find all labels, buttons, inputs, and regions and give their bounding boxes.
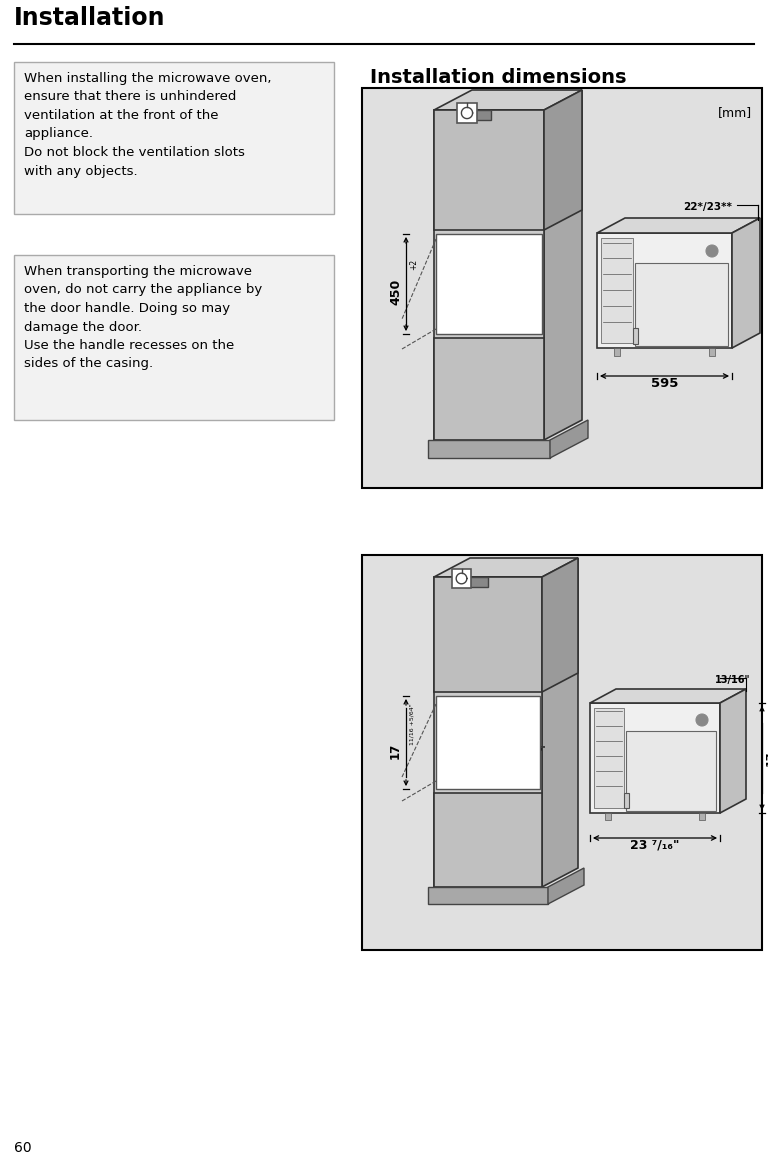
Text: 22: 22 bbox=[484, 744, 500, 757]
Text: 562: 562 bbox=[481, 285, 507, 299]
Bar bbox=[434, 577, 542, 692]
Bar bbox=[594, 708, 624, 808]
Bar bbox=[605, 813, 611, 820]
Text: 11/16 +5/64": 11/16 +5/64" bbox=[409, 703, 414, 745]
Bar bbox=[434, 338, 544, 440]
Bar bbox=[428, 440, 550, 458]
Bar bbox=[614, 348, 620, 356]
Bar bbox=[14, 255, 334, 420]
Bar bbox=[601, 238, 633, 342]
Text: Installation dimensions: Installation dimensions bbox=[370, 68, 627, 87]
Text: 5/8": 5/8" bbox=[516, 714, 531, 723]
Polygon shape bbox=[544, 90, 582, 230]
Text: 23 ⁷/₁₆": 23 ⁷/₁₆" bbox=[631, 839, 680, 852]
Bar bbox=[466, 110, 491, 120]
Text: ≥21: ≥21 bbox=[485, 715, 511, 728]
Polygon shape bbox=[732, 218, 760, 348]
Bar bbox=[14, 62, 334, 214]
Text: 595: 595 bbox=[650, 377, 678, 390]
Bar bbox=[709, 348, 715, 356]
Text: 1/16+5/16": 1/16+5/16" bbox=[505, 746, 545, 752]
Text: When installing the microwave oven,
ensure that there is unhindered
ventilation : When installing the microwave oven, ensu… bbox=[24, 72, 272, 177]
Bar bbox=[436, 234, 542, 334]
Polygon shape bbox=[542, 558, 578, 692]
Circle shape bbox=[696, 714, 708, 725]
Bar bbox=[362, 88, 762, 488]
Bar bbox=[428, 887, 548, 904]
Polygon shape bbox=[550, 420, 588, 458]
Polygon shape bbox=[720, 690, 746, 813]
Polygon shape bbox=[597, 218, 760, 233]
Bar bbox=[434, 793, 542, 887]
Text: Installation: Installation bbox=[14, 6, 165, 30]
Text: 450: 450 bbox=[389, 279, 402, 305]
Text: [mm]: [mm] bbox=[718, 106, 752, 119]
Polygon shape bbox=[434, 90, 582, 110]
Text: 22*/23**: 22*/23** bbox=[683, 202, 732, 212]
Circle shape bbox=[706, 245, 718, 257]
Text: ≥550: ≥550 bbox=[482, 258, 519, 271]
Text: 17: 17 bbox=[389, 743, 402, 759]
Polygon shape bbox=[548, 868, 584, 904]
Polygon shape bbox=[434, 558, 578, 577]
Bar bbox=[633, 327, 638, 344]
Bar bbox=[624, 793, 629, 808]
Bar bbox=[590, 703, 720, 813]
Text: 17: 17 bbox=[766, 750, 768, 766]
Text: 13/16": 13/16" bbox=[715, 675, 751, 685]
Text: +2: +2 bbox=[409, 258, 418, 270]
Bar bbox=[452, 569, 471, 588]
Bar bbox=[626, 731, 716, 811]
Bar bbox=[434, 110, 544, 230]
Text: +6: +6 bbox=[509, 283, 521, 293]
Bar bbox=[597, 233, 732, 348]
Text: When transporting the microwave
oven, do not carry the appliance by
the door han: When transporting the microwave oven, do… bbox=[24, 265, 262, 370]
Bar bbox=[699, 813, 705, 820]
Polygon shape bbox=[590, 690, 746, 703]
Bar bbox=[434, 577, 542, 887]
Bar bbox=[436, 697, 540, 789]
Polygon shape bbox=[544, 90, 582, 440]
Bar bbox=[635, 263, 728, 346]
Text: 60: 60 bbox=[14, 1141, 31, 1155]
Bar bbox=[434, 110, 544, 440]
Bar bbox=[457, 103, 477, 123]
Bar bbox=[362, 555, 762, 950]
Polygon shape bbox=[542, 558, 578, 887]
Bar bbox=[464, 577, 488, 587]
